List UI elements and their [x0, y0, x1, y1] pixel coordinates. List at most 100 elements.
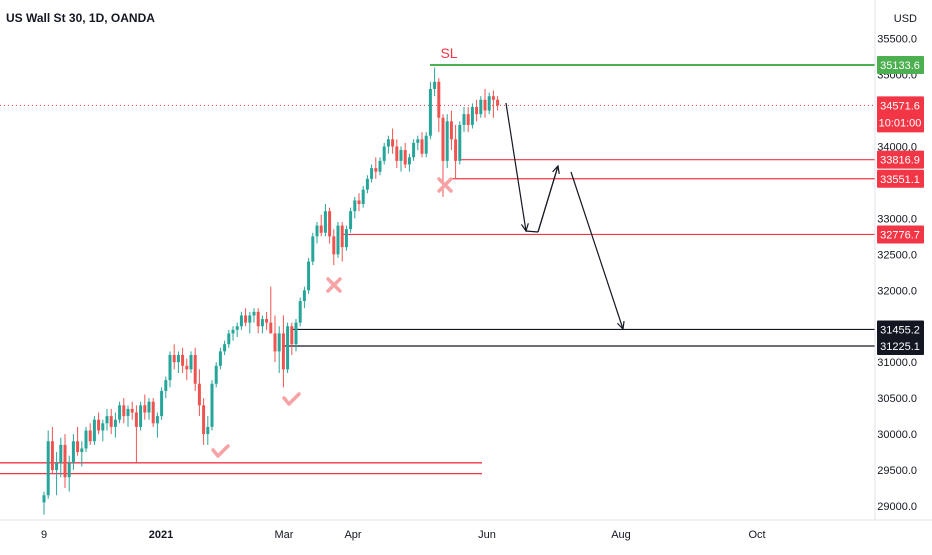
candle-body: [475, 106, 479, 115]
price-tick-label: 30500.0: [877, 393, 917, 405]
candle-body: [122, 405, 126, 417]
time-tick-label: Mar: [275, 529, 294, 541]
candle-body: [370, 168, 374, 179]
candle-body: [470, 106, 474, 125]
candle-body: [42, 495, 46, 503]
candle-body: [46, 441, 50, 496]
candle-body: [328, 211, 332, 237]
price-tick-label: 30000.0: [877, 429, 917, 441]
candle-body: [340, 225, 344, 248]
candle-body: [491, 96, 495, 100]
candle-body: [206, 426, 210, 435]
candle-body: [97, 419, 101, 431]
sl-label: SL: [440, 45, 457, 61]
price-tick-label: 29000.0: [877, 501, 917, 513]
cross-marker-0: [326, 277, 342, 293]
price-tag-bg: [877, 169, 924, 188]
candle-body: [256, 311, 260, 327]
candle-body: [281, 333, 285, 370]
time-tick-label: Apr: [344, 529, 361, 541]
candle-body: [349, 211, 353, 230]
price-tick-label: 32500.0: [877, 249, 917, 261]
projection-arrow-segment: [537, 165, 559, 233]
candle-body: [407, 157, 411, 165]
candle-body: [130, 408, 134, 413]
candle-body: [382, 146, 386, 161]
candle-body: [143, 405, 147, 413]
candle-body: [202, 405, 206, 435]
candle-body: [231, 329, 235, 334]
price-tick-label: 34000.0: [877, 141, 917, 153]
price-tag-label: 35133.6: [880, 60, 920, 72]
candle-body: [197, 383, 201, 406]
price-tick-label: 29500.0: [877, 465, 917, 477]
candle-body: [416, 139, 420, 143]
time-tick-label: Jun: [478, 529, 496, 541]
candle-body: [307, 261, 311, 291]
candle-body: [365, 178, 369, 190]
candle-body: [294, 322, 298, 345]
candle-body: [479, 99, 483, 115]
price-tick-label: 32000.0: [877, 285, 917, 297]
candle-body: [181, 354, 185, 366]
time-tick-label: 9: [41, 529, 47, 541]
candle-body: [239, 315, 243, 327]
price-tick-label: 33000.0: [877, 213, 917, 225]
candle-body: [189, 354, 193, 370]
candle-body: [164, 380, 168, 391]
candle-body: [361, 189, 365, 205]
candle-body: [391, 139, 395, 147]
candle-body: [126, 408, 130, 417]
current-price-label: 34571.6: [880, 100, 920, 112]
price-tag-label: 31455.2: [880, 324, 920, 336]
candle-body: [50, 441, 54, 471]
candle-body: [139, 405, 143, 427]
time-tick-label: Aug: [611, 529, 631, 541]
candle-body: [454, 139, 458, 161]
projection-arrowhead: [617, 320, 625, 331]
candle-body: [302, 290, 306, 302]
countdown-label: 10:01:00: [879, 117, 922, 129]
candle-body: [315, 225, 319, 237]
candle-body: [336, 225, 340, 255]
candle-body: [449, 121, 453, 140]
candle-body: [168, 354, 172, 381]
candle-body: [265, 319, 269, 323]
candle-body: [113, 419, 117, 427]
candle-body: [424, 135, 428, 154]
candle-body: [412, 142, 416, 158]
candle-body: [496, 99, 500, 106]
candle-body: [185, 365, 189, 370]
candle-body: [155, 416, 159, 424]
projection-arrow-segment: [505, 102, 527, 232]
candle-body: [378, 160, 382, 172]
price-tag-bg: [877, 150, 924, 169]
candle-body: [92, 419, 96, 442]
candle-body: [134, 412, 138, 427]
candle-body: [63, 444, 67, 478]
price-tag-label: 33816.9: [880, 155, 920, 167]
candle-body: [420, 139, 424, 154]
cross-marker-1: [437, 177, 453, 193]
candle-body: [55, 462, 59, 471]
candle-body: [311, 236, 315, 262]
candle-body: [172, 354, 176, 363]
time-tick-label: 2021: [149, 529, 173, 541]
candle-body: [386, 139, 390, 147]
candle-body: [210, 383, 214, 427]
check-marker-0: [211, 444, 230, 458]
candle-body: [269, 322, 273, 334]
price-tag-bg: [877, 337, 924, 355]
price-tag-label: 31225.1: [880, 341, 920, 353]
candle-body: [193, 354, 197, 384]
candle-body: [441, 117, 445, 161]
candle-body: [428, 88, 432, 136]
candle-body: [147, 401, 151, 413]
candle-body: [151, 401, 155, 424]
candle-body: [227, 333, 231, 345]
candle-body: [483, 99, 487, 111]
candle-body: [433, 81, 437, 89]
candle-body: [273, 333, 277, 352]
